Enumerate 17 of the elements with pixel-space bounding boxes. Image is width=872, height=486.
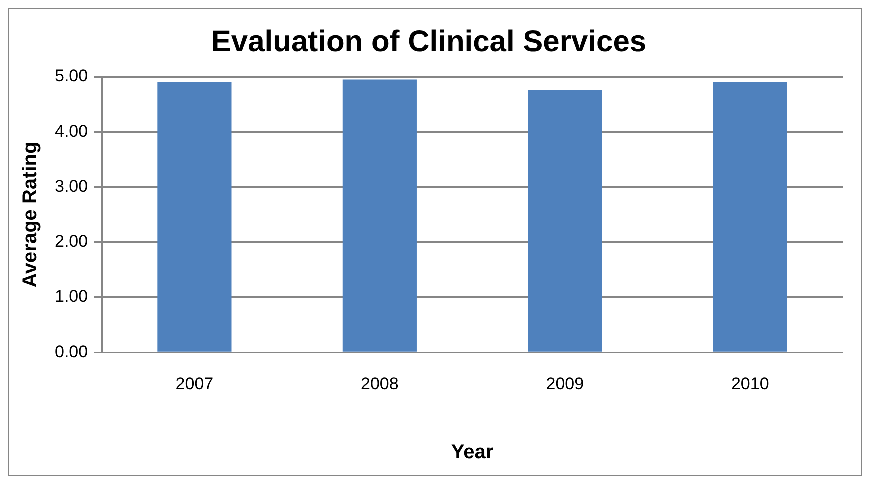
x-tick-label: 2010 [731, 374, 770, 394]
y-axis-title: Average Rating [20, 142, 42, 288]
y-tick-label: 0.00 [54, 342, 88, 362]
y-tick-label: 2.00 [54, 232, 88, 252]
x-tick-label: 2007 [176, 374, 214, 394]
x-axis-title: Year [451, 442, 494, 464]
bar [713, 82, 788, 352]
bar [528, 90, 602, 352]
y-tick-label: 1.00 [54, 287, 88, 306]
y-tick-label: 5.00 [54, 66, 88, 86]
y-tick-label: 4.00 [54, 122, 88, 141]
bar [342, 80, 417, 352]
y-tick-label: 3.00 [54, 176, 88, 196]
x-tick-label: 2008 [361, 374, 399, 394]
x-tick-label: 2009 [546, 374, 584, 394]
bar [158, 82, 232, 352]
chart-title: Evaluation of Clinical Services [211, 25, 647, 58]
